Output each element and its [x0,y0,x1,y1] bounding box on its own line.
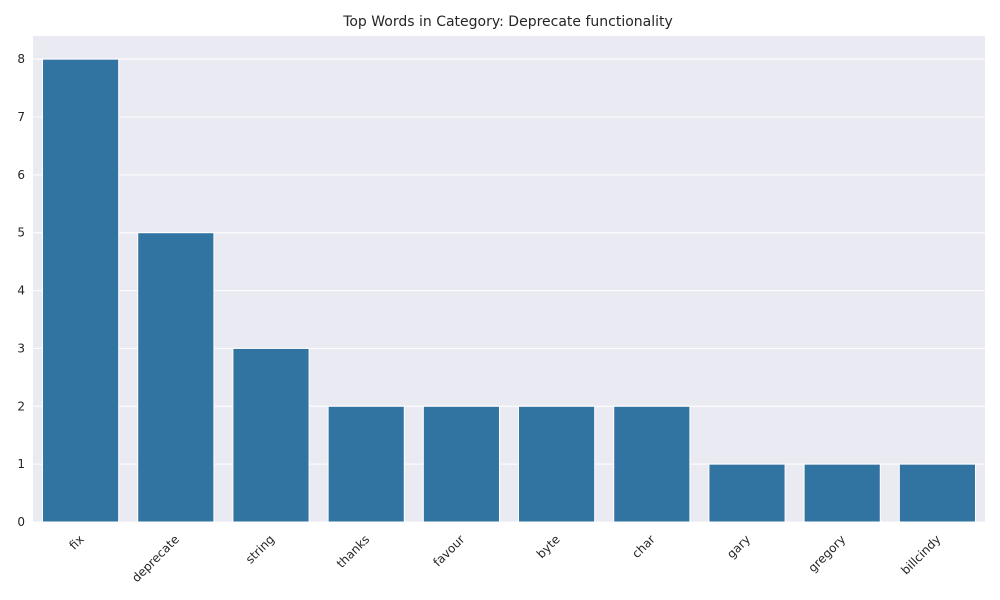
x-tick-label: deprecate [129,532,182,585]
y-tick-label: 0 [17,515,25,529]
bar-billcindy [898,463,976,523]
y-tick-label: 3 [17,341,25,355]
bar-gary [708,463,786,523]
x-tick-label: string [243,532,277,566]
bar-gregory [803,463,881,523]
y-axis-ticks: 0 1 2 3 4 5 6 7 8 [17,52,25,529]
x-tick-label: gregory [805,532,848,575]
bar-char [613,405,691,523]
bar-thanks [327,405,405,523]
y-tick-label: 7 [17,110,25,124]
x-tick-label: char [629,532,658,561]
x-tick-label: byte [534,532,563,561]
x-tick-label: fix [66,532,86,552]
bar-string [232,347,310,523]
x-tick-label: gary [724,532,753,561]
chart-title: Top Words in Category: Deprecate functio… [342,14,673,30]
y-tick-label: 1 [17,457,25,471]
bar-fix [42,58,120,523]
y-tick-label: 6 [17,168,25,182]
y-tick-label: 4 [17,284,25,298]
bar-byte [518,405,596,523]
x-axis-ticks: fix deprecate string thanks favour byte char ga… [66,532,943,585]
x-tick-label: billcindy [898,532,943,577]
x-tick-label: thanks [334,532,373,571]
y-tick-label: 2 [17,399,25,413]
y-tick-label: 8 [17,52,25,66]
y-tick-label: 5 [17,226,25,240]
x-tick-label: favour [430,532,467,569]
bar-deprecate [137,232,215,523]
bars [42,58,976,523]
bar-favour [422,405,500,523]
